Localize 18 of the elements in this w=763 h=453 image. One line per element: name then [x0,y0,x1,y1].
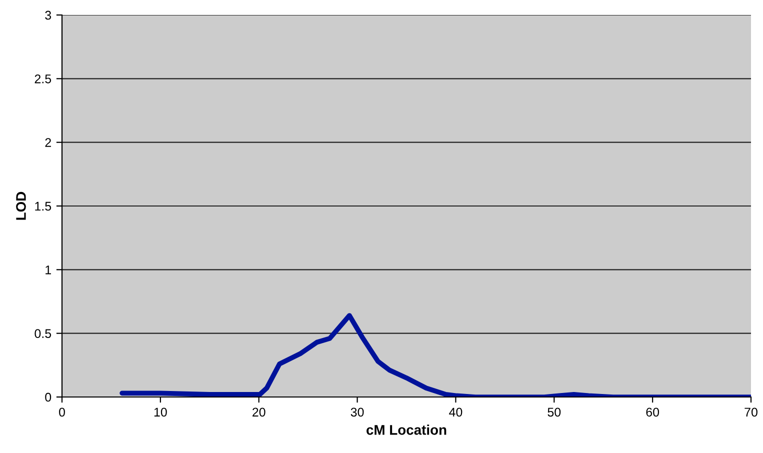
y-tick-label: 0 [45,392,52,402]
x-axis-title: cM Location [366,424,446,435]
y-tick-label: 1.5 [35,202,52,211]
x-tick-label: 60 [646,408,660,417]
y-tick-label: 0.5 [34,329,52,338]
y-tick-label: 1 [46,266,51,274]
x-tick-label: 30 [350,408,364,417]
y-tick-label: 2 [45,138,51,147]
x-tick-label: 10 [154,408,167,417]
y-tick-label: 3 [45,10,52,20]
x-tick-label: 0 [59,408,65,417]
x-tick-label: 50 [548,408,561,417]
line-series [120,313,751,397]
y-axis-title: LOD [16,192,26,220]
y-tick-label: 2.5 [34,74,52,84]
x-tick-label: 40 [449,408,462,417]
x-tick-label: 20 [252,408,266,417]
x-tick-label: 70 [744,408,758,417]
